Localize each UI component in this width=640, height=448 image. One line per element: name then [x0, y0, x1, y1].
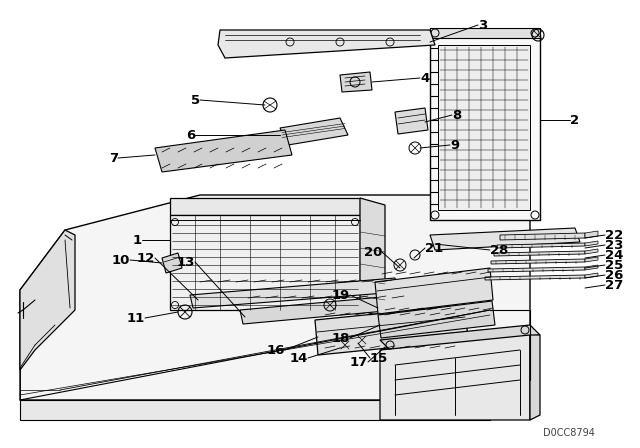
Polygon shape [585, 231, 598, 238]
Polygon shape [430, 35, 540, 220]
Text: 6: 6 [186, 129, 195, 142]
Text: 22: 22 [605, 228, 623, 241]
Polygon shape [378, 301, 495, 338]
Polygon shape [530, 335, 540, 420]
Text: 9: 9 [450, 138, 459, 151]
Polygon shape [380, 325, 540, 350]
Polygon shape [280, 118, 348, 145]
Polygon shape [497, 243, 585, 248]
Polygon shape [360, 198, 385, 318]
Polygon shape [488, 267, 585, 272]
Polygon shape [380, 335, 530, 420]
Polygon shape [170, 215, 360, 310]
Polygon shape [500, 233, 585, 240]
Text: 12: 12 [137, 251, 155, 264]
Polygon shape [20, 400, 490, 420]
Text: 25: 25 [605, 258, 623, 271]
Text: 1: 1 [133, 233, 142, 246]
Polygon shape [190, 278, 398, 308]
Polygon shape [162, 253, 182, 273]
Polygon shape [585, 265, 598, 270]
Polygon shape [218, 30, 435, 58]
Polygon shape [494, 251, 585, 256]
Text: 24: 24 [605, 249, 623, 262]
Text: 27: 27 [605, 279, 623, 292]
Text: 2: 2 [570, 113, 579, 126]
Text: 10: 10 [111, 254, 130, 267]
Text: 7: 7 [109, 151, 118, 164]
Polygon shape [430, 228, 580, 250]
Text: 11: 11 [127, 311, 145, 324]
Text: 14: 14 [290, 352, 308, 365]
Polygon shape [585, 257, 598, 262]
Polygon shape [438, 45, 530, 210]
Polygon shape [395, 108, 428, 134]
Text: 5: 5 [191, 94, 200, 107]
Polygon shape [491, 259, 585, 264]
Polygon shape [20, 230, 75, 370]
Text: 21: 21 [425, 241, 444, 254]
Text: 17: 17 [349, 356, 368, 369]
Polygon shape [170, 198, 360, 215]
Text: 19: 19 [332, 289, 350, 302]
Text: 18: 18 [332, 332, 350, 345]
Polygon shape [585, 249, 598, 254]
Polygon shape [375, 268, 493, 314]
Polygon shape [485, 275, 585, 280]
Text: 3: 3 [478, 18, 487, 31]
Text: D0CC8794: D0CC8794 [543, 428, 595, 438]
Polygon shape [20, 195, 530, 400]
Text: 8: 8 [452, 108, 461, 121]
Text: 26: 26 [605, 268, 623, 281]
Text: 16: 16 [267, 344, 285, 357]
Text: 13: 13 [177, 255, 195, 268]
Polygon shape [340, 72, 372, 92]
Polygon shape [315, 305, 468, 355]
Polygon shape [585, 241, 598, 246]
Polygon shape [585, 273, 598, 278]
Text: 15: 15 [370, 352, 388, 365]
Polygon shape [430, 28, 540, 38]
Polygon shape [155, 130, 292, 172]
Text: 4: 4 [420, 72, 429, 85]
Text: 23: 23 [605, 238, 623, 251]
Text: 28: 28 [490, 244, 508, 257]
Text: 20: 20 [364, 246, 382, 258]
Polygon shape [240, 294, 418, 324]
